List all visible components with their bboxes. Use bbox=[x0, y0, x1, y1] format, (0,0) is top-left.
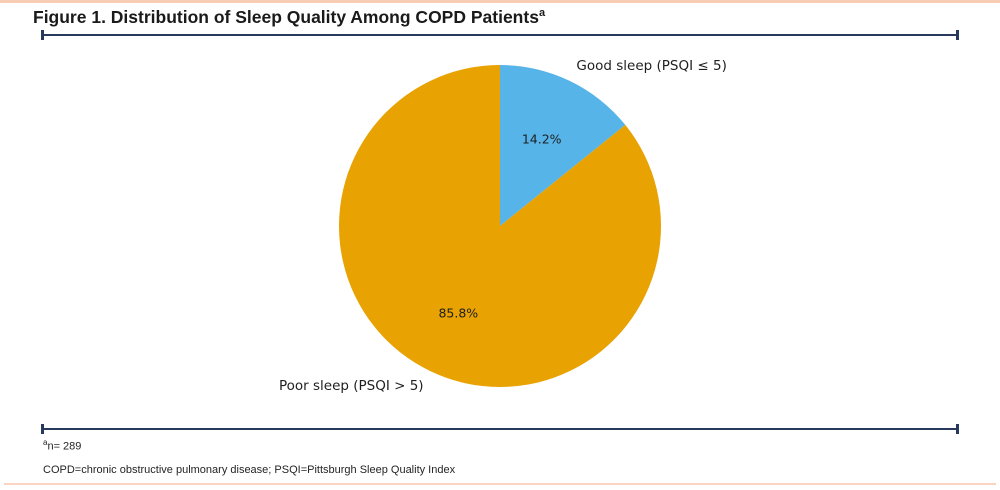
top-rule-right-endcap bbox=[956, 30, 959, 40]
top-rule-left-endcap bbox=[41, 30, 44, 40]
bottom-rule-right-endcap bbox=[956, 424, 959, 434]
pie-slice-poor-sleep bbox=[339, 65, 662, 388]
top-accent-border bbox=[0, 0, 1000, 3]
footnote-abbreviations: COPD=chronic obstructive pulmonary disea… bbox=[43, 464, 456, 476]
footnote-sample-size-text: n= 289 bbox=[47, 440, 82, 453]
bottom-accent-border bbox=[4, 483, 996, 485]
pie-slice-good-sleep bbox=[500, 65, 626, 226]
figure-title: Figure 1. Distribution of Sleep Quality … bbox=[33, 7, 545, 28]
top-rule-line bbox=[43, 34, 957, 36]
bottom-rule-line bbox=[43, 428, 957, 430]
top-rule bbox=[41, 30, 959, 40]
pie-slice-label-good-sleep: Good sleep (PSQI ≤ 5) bbox=[576, 58, 727, 75]
pie-percent-label-poor-sleep: 85.8% bbox=[438, 305, 479, 321]
bottom-rule-left-endcap bbox=[41, 424, 44, 434]
pie-slice-label-poor-sleep: Poor sleep (PSQI > 5) bbox=[278, 377, 424, 394]
footnote-marker: a bbox=[43, 438, 48, 447]
footnote-sample-size: an= 289 bbox=[43, 438, 81, 453]
bottom-rule bbox=[41, 424, 959, 434]
pie-percent-label-good-sleep: 14.2% bbox=[521, 131, 562, 147]
figure-title-superscript: a bbox=[538, 7, 546, 20]
figure-title-text: Figure 1. Distribution of Sleep Quality … bbox=[33, 7, 539, 27]
